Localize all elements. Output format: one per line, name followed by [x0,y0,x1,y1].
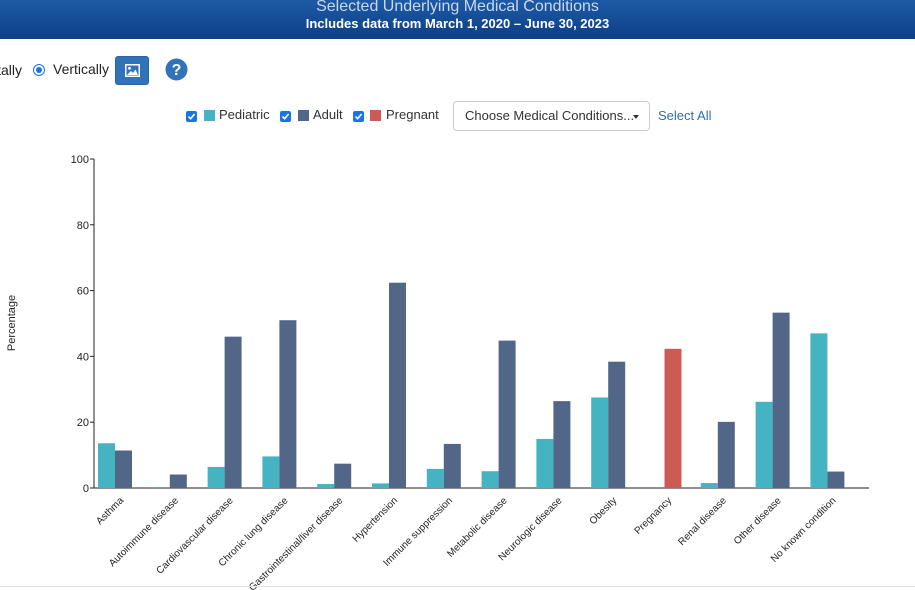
image-icon [125,64,140,77]
bar-pediatric[interactable] [810,333,828,488]
y-axis: 0 20 40 60 80 100 [71,154,869,495]
bar-adult[interactable] [443,443,461,488]
y-tick-label: 20 [77,417,89,429]
bar-pediatric[interactable] [317,484,335,488]
bar-pediatric[interactable] [207,466,225,488]
bar-adult[interactable] [334,463,352,488]
bar-adult[interactable] [389,282,406,488]
bar-adult[interactable] [279,320,297,488]
svg-text:?: ? [172,62,182,79]
x-tick-label: Metabolic disease [445,495,510,560]
bar-chart: Percentage 0 20 40 60 80 100 AsthmaAutoimmune… [6,154,869,590]
horizontal-option-label[interactable]: tally [0,62,22,78]
x-tick-label: Obesity [588,495,620,527]
question-icon[interactable]: ? [165,58,188,81]
bar-pediatric[interactable] [755,401,773,488]
bar-adult[interactable] [772,312,790,488]
pregnant-label[interactable]: Pregnant [386,107,439,122]
bar-adult[interactable] [115,450,132,488]
y-tick-label: 60 [77,286,89,298]
pediatric-swatch [204,110,215,121]
bar-adult[interactable] [169,474,187,488]
x-tick-label: Asthma [94,495,126,527]
x-tick-label: Pregnancy [633,495,675,537]
bar-pediatric[interactable] [262,456,280,488]
y-tick-label: 100 [71,154,89,166]
x-tick-label: Gastrointestinal/liver disease [247,495,345,590]
y-tick-label: 40 [77,351,89,363]
bar-pediatric[interactable] [481,471,499,488]
bar-adult[interactable] [224,336,242,488]
bar-adult[interactable] [553,401,571,488]
vertical-radio[interactable] [33,64,45,76]
dropdown-label: Choose Medical Conditions... [465,108,635,123]
bar-pediatric[interactable] [536,438,554,488]
adult-label[interactable]: Adult [313,107,343,122]
pediatric-checkbox[interactable] [186,111,197,122]
adult-checkbox[interactable] [280,111,291,122]
x-tick-label: Other disease [732,495,784,547]
y-tick-label: 0 [83,483,89,495]
vertical-option-label[interactable]: Vertically [53,61,110,77]
bars-group [98,282,845,488]
chart-subtitle: Includes data from March 1, 2020 – June … [305,16,610,31]
y-axis-label: Percentage [6,295,18,351]
download-image-button[interactable] [115,56,149,85]
bar-adult[interactable] [827,471,845,488]
pregnant-checkbox[interactable] [353,111,364,122]
pregnant-swatch [370,110,381,121]
caret-down-icon [633,115,639,119]
x-tick-label: Renal disease [676,495,729,548]
bar-pediatric[interactable] [591,397,609,488]
bar-adult[interactable] [717,421,735,488]
bar-pregnant[interactable] [664,348,682,488]
adult-swatch [298,110,309,121]
pediatric-label[interactable]: Pediatric [219,107,270,122]
select-all-link[interactable]: Select All [658,108,712,123]
chart-title: Selected Underlying Medical Conditions [316,0,599,15]
bar-pediatric[interactable] [98,443,115,488]
medical-conditions-dropdown[interactable]: Choose Medical Conditions... [453,101,650,131]
bar-pediatric[interactable] [426,468,444,488]
bar-pediatric[interactable] [700,483,718,488]
y-tick-label: 80 [77,220,89,232]
header-banner: Selected Underlying Medical Conditions I… [0,0,915,39]
bar-adult[interactable] [608,361,626,488]
divider [0,586,915,587]
bar-pediatric[interactable] [372,483,389,488]
bar-pediatric[interactable] [152,487,170,488]
x-tick-label: Hypertension [351,495,400,544]
bar-adult[interactable] [498,340,516,488]
